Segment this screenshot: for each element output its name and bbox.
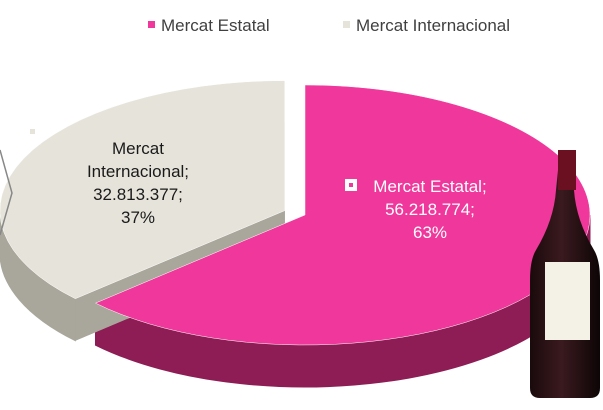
page: Mercat EstatalMercat Internacional (() =… [0,0,603,410]
label-percent: 63% [413,223,447,242]
legend-label: Mercat Estatal [161,16,270,35]
data-label: Mercat Estatal;56.218.774;63% [372,175,488,244]
label-separator: ; [184,162,189,181]
bottle-label [545,262,590,340]
pie [0,81,590,387]
legend-item: Mercat Internacional [343,16,510,36]
legend-label: Mercat Internacional [356,16,510,35]
label-separator: ; [178,185,183,204]
label-category: Mercat Internacional [87,139,184,181]
data-label: Mercat Internacional;32.813.377;37% [80,137,196,229]
legend: Mercat Estatal Mercat Internacional [0,16,603,40]
label-marker-inner [349,183,353,187]
legend-item: Mercat Estatal [148,16,270,36]
label-separator: ; [470,200,475,219]
label-separator: ; [482,177,487,196]
legend-key [148,21,155,28]
label-value: 32.813.377 [93,185,178,204]
decor-dot [30,129,35,134]
legend-key [343,21,350,28]
bottle-capsule [558,150,576,190]
label-value: 56.218.774 [385,200,470,219]
label-category: Mercat Estatal [373,177,482,196]
label-percent: 37% [121,208,155,227]
